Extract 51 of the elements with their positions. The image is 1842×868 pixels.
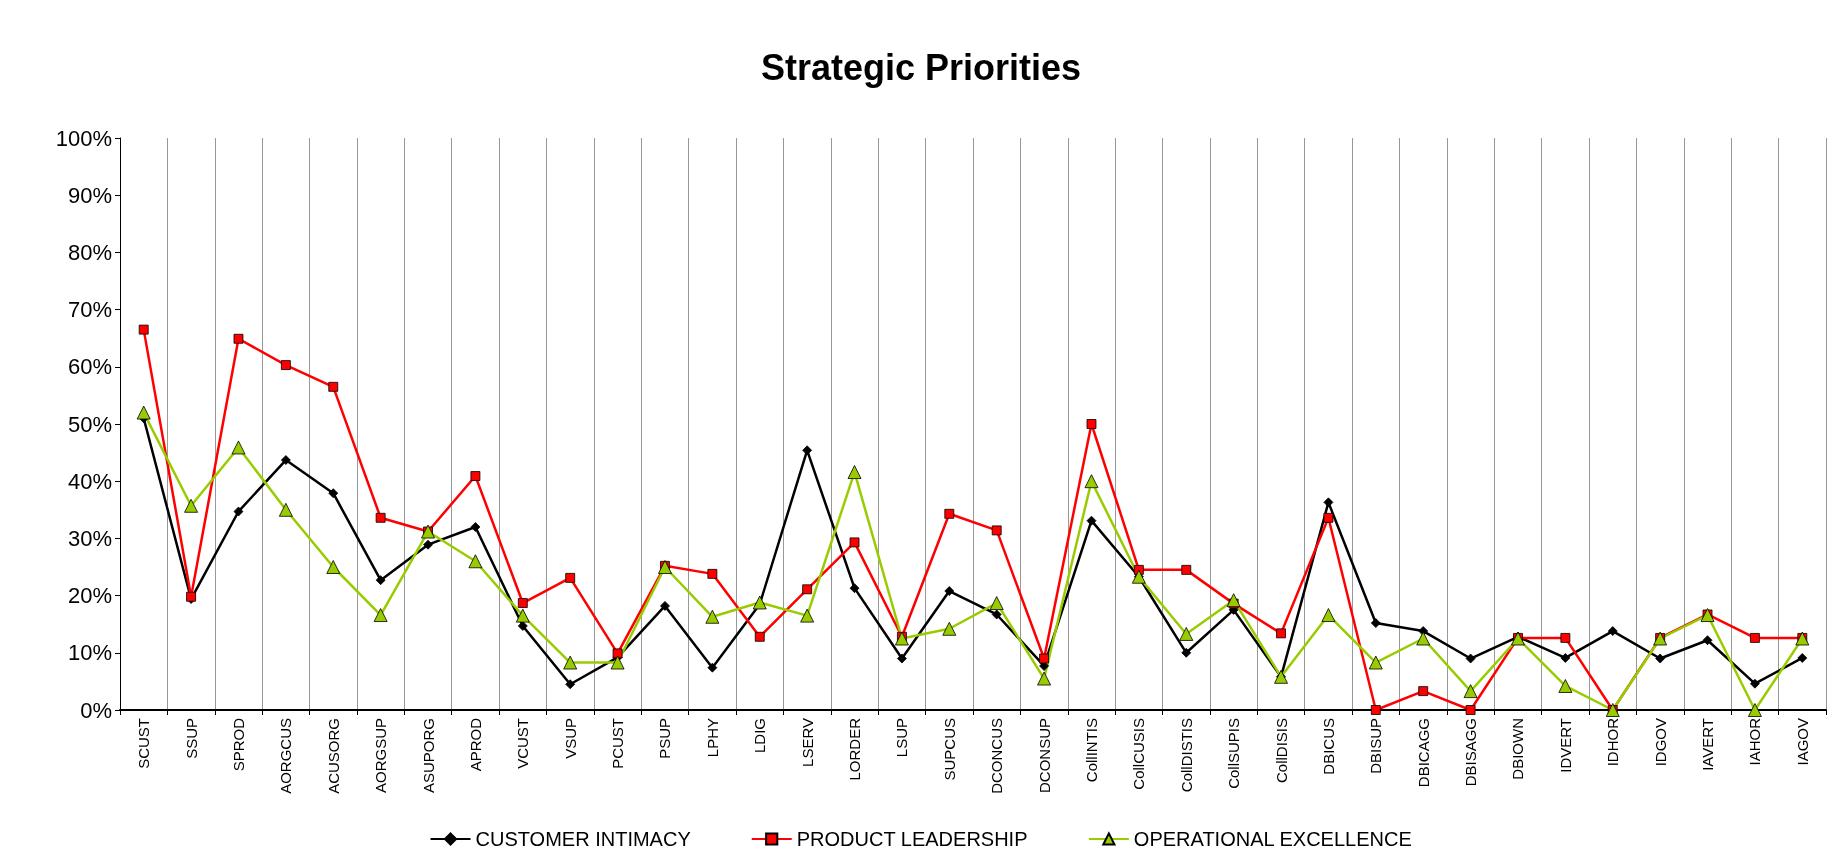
x-tick-label: IAVERT — [1699, 718, 1717, 771]
x-tick-label: VCUST — [514, 718, 532, 769]
x-tick-label: LORDER — [846, 717, 864, 781]
x-tick-label: ACUSORG — [324, 718, 342, 794]
x-tick-label: SSUP — [182, 718, 200, 759]
y-tick-label: 0% — [80, 697, 112, 723]
y-tick-label: 60% — [67, 354, 112, 380]
x-tick-label: DBICUS — [1319, 718, 1337, 775]
x-tick-label: PCUST — [609, 718, 627, 769]
x-tick-label: IDGOV — [1651, 718, 1669, 767]
x-tick-label: DBICAGG — [1414, 718, 1432, 788]
y-tick-label: 20% — [67, 583, 112, 609]
x-tick-label: DCONCUS — [988, 718, 1006, 794]
y-tick-label: 80% — [67, 239, 112, 265]
y-tick-label: 40% — [67, 468, 112, 494]
y-tick-label: 70% — [67, 297, 112, 323]
x-tick-label: LPHY — [703, 718, 721, 758]
y-tick-label: 100% — [55, 125, 112, 151]
x-tick-label: SUPCUS — [940, 718, 958, 781]
legend-label: OPERATIONAL EXCELLENCE — [1133, 828, 1412, 850]
legend-label: CUSTOMER INTIMACY — [475, 828, 691, 850]
x-tick-label: CollDISTIS — [1177, 718, 1195, 793]
x-tick-label: IDVERT — [1556, 718, 1574, 773]
x-tick-label: AORGCUS — [277, 718, 295, 794]
x-tick-label: DCONSUP — [1035, 718, 1053, 794]
x-tick-label: IAGOV — [1793, 718, 1811, 766]
x-tick-label: AORGSUP — [372, 718, 390, 794]
y-tick-label: 10% — [67, 640, 112, 666]
chart-title: Strategic Priorities — [760, 46, 1082, 88]
x-tick-label: CollINTIS — [1082, 718, 1100, 783]
x-tick-label: VSUP — [561, 718, 579, 759]
x-tick-label: SCUST — [135, 718, 153, 769]
x-tick-label: IDHOR — [1604, 717, 1622, 767]
x-tick-label: APROD — [466, 717, 484, 772]
x-tick-label: CollCUSIS — [1130, 718, 1148, 790]
x-tick-label: ASUPORG — [419, 718, 437, 794]
x-tick-label: LDIG — [751, 718, 769, 754]
x-tick-label: DBIOWN — [1509, 718, 1527, 780]
x-tick-label: CollDISIS — [1272, 718, 1290, 784]
y-tick-label: 30% — [67, 525, 112, 551]
y-tick-label: 50% — [67, 411, 112, 437]
x-tick-label: IAHOR — [1746, 717, 1764, 766]
x-tick-label: SPROD — [229, 717, 247, 772]
x-tick-label: CollSUPIS — [1225, 718, 1243, 789]
x-tick-label: PSUP — [656, 718, 674, 759]
legend-label: PRODUCT LEADERSHIP — [796, 828, 1028, 850]
x-tick-label: LSERV — [798, 718, 816, 767]
x-tick-label: DBISUP — [1367, 718, 1385, 774]
y-tick-label: 90% — [67, 182, 112, 208]
x-tick-label: DBISAGG — [1462, 718, 1480, 787]
x-tick-label: LSUP — [893, 718, 911, 758]
